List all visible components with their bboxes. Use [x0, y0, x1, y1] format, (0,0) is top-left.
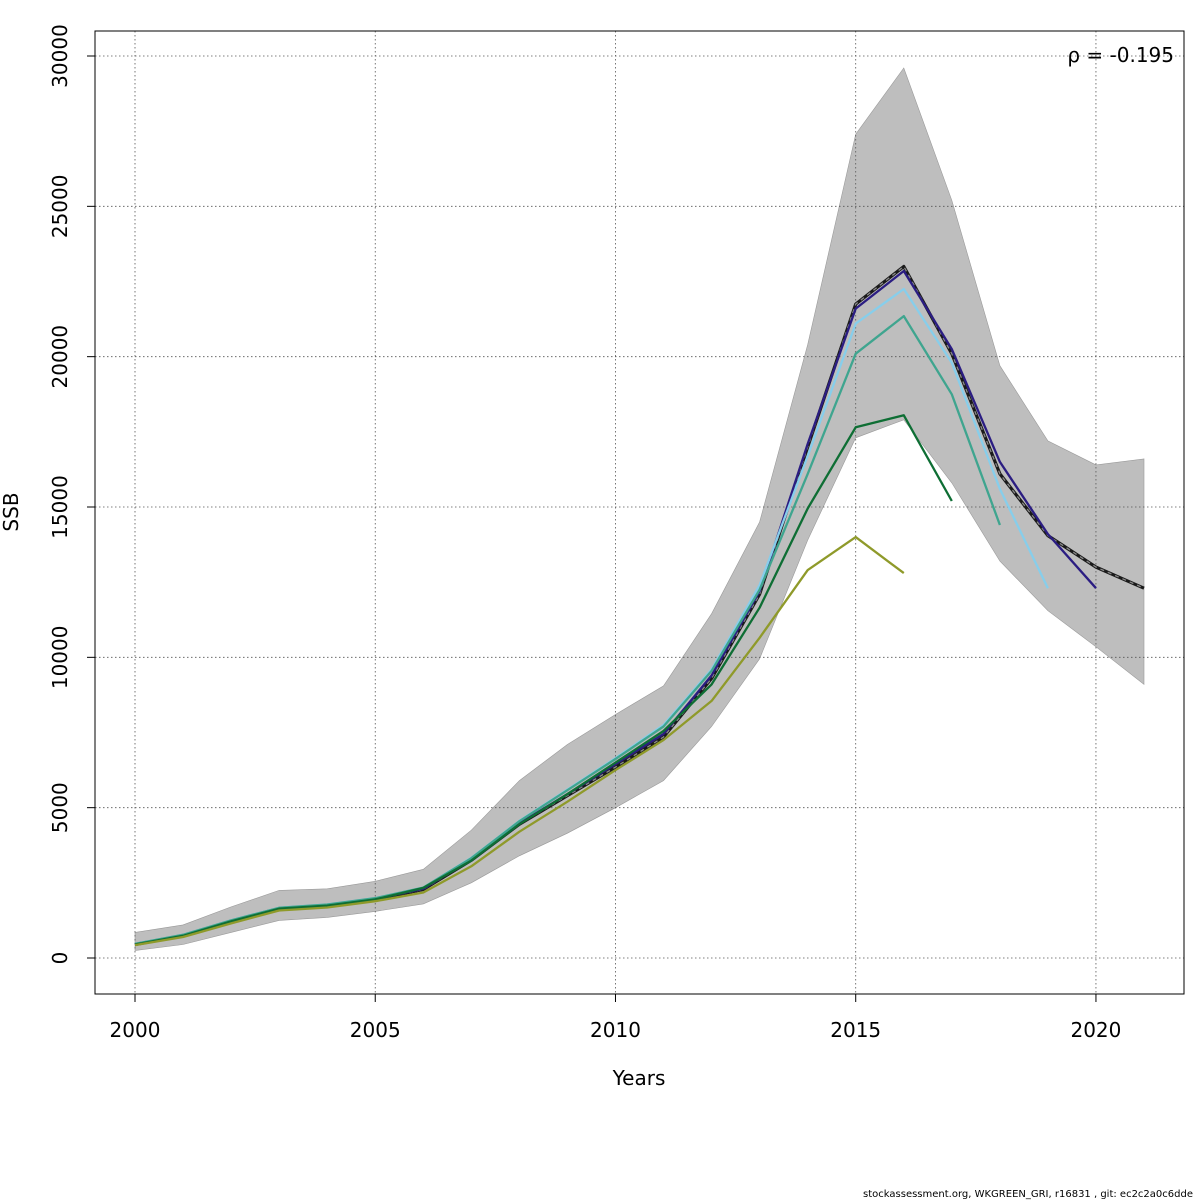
- x-tick-label: 2005: [350, 1018, 401, 1042]
- x-tick-label: 2000: [110, 1018, 161, 1042]
- x-axis-label: Years: [612, 1066, 666, 1090]
- plot-frame: [94, 30, 1185, 995]
- y-axis: 0 5000 10000 15000 20000 25000 30000: [48, 24, 95, 964]
- x-tick-label: 2010: [590, 1018, 641, 1042]
- series-layer: [134, 264, 1145, 947]
- confidence-band-layer: [134, 67, 1145, 951]
- x-tick-label: 2020: [1070, 1018, 1121, 1042]
- series-line-4: [134, 414, 953, 946]
- x-axis: 2000 2005 2010 2015 2020: [110, 994, 1121, 1042]
- rho-annotation: ρ = -0.195: [1067, 43, 1174, 67]
- y-tick-label: 10000: [48, 626, 72, 690]
- y-tick-label: 20000: [48, 325, 72, 389]
- series-line-5: [134, 535, 905, 947]
- x-tick-label: 2015: [830, 1018, 881, 1042]
- footer-credit: stockassessment.org, WKGREEN_GRI, r16831…: [863, 1189, 1193, 1200]
- y-tick-label: 5000: [48, 782, 72, 833]
- y-tick-label: 0: [48, 952, 72, 965]
- y-tick-label: 25000: [48, 175, 72, 239]
- y-axis-label: SSB: [0, 492, 23, 531]
- series-line-0-dash: [134, 265, 1145, 946]
- y-tick-label: 30000: [48, 24, 72, 88]
- y-tick-label: 15000: [48, 475, 72, 539]
- grid-layer: [95, 31, 1184, 994]
- confidence-band: [134, 67, 1145, 951]
